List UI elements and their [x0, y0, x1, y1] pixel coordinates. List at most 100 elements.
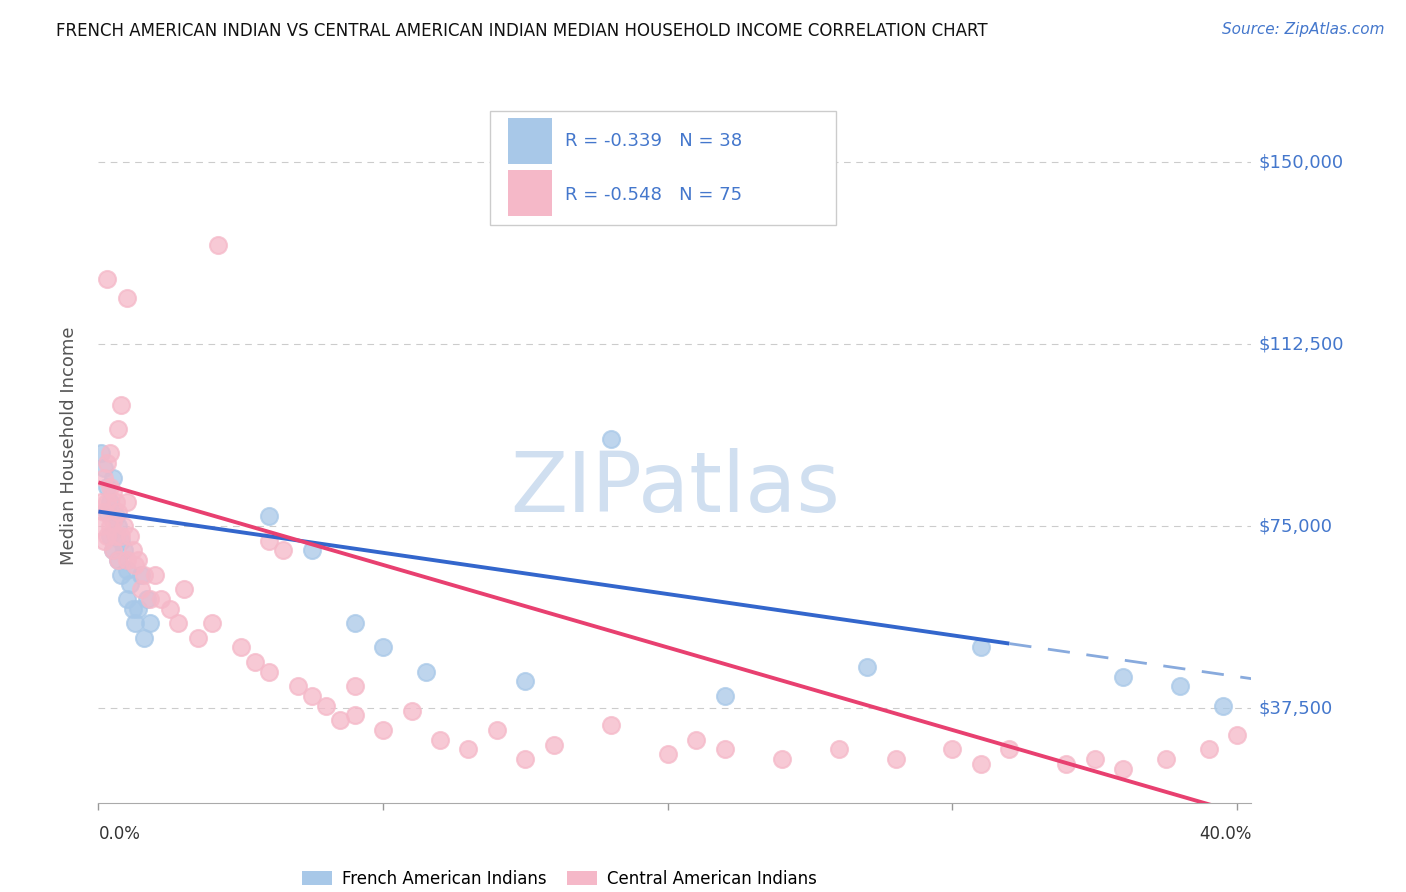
Point: [96, 456, 118, 470]
Point: [287, 679, 309, 693]
Point: [129, 567, 152, 582]
Point: [104, 529, 127, 543]
Point: [98, 529, 121, 543]
Point: [315, 698, 337, 713]
Point: [115, 591, 138, 606]
Text: 0.0%: 0.0%: [98, 825, 141, 843]
Point: [115, 495, 138, 509]
Point: [90, 446, 112, 460]
Point: [98, 495, 121, 509]
Point: [107, 553, 129, 567]
Point: [143, 567, 166, 582]
Point: [207, 237, 229, 252]
Point: [101, 543, 124, 558]
Text: FRENCH AMERICAN INDIAN VS CENTRAL AMERICAN INDIAN MEDIAN HOUSEHOLD INCOME CORREL: FRENCH AMERICAN INDIAN VS CENTRAL AMERIC…: [56, 22, 988, 40]
Point: [124, 616, 146, 631]
Point: [132, 567, 155, 582]
Point: [138, 616, 160, 631]
Point: [1168, 679, 1191, 693]
Point: [127, 601, 149, 615]
Point: [657, 747, 679, 762]
Point: [96, 529, 118, 543]
Point: [107, 553, 129, 567]
Point: [90, 495, 112, 509]
Point: [401, 704, 423, 718]
Point: [129, 582, 152, 597]
Point: [90, 519, 112, 533]
Point: [371, 723, 394, 737]
Point: [187, 631, 209, 645]
Point: [515, 674, 537, 689]
Y-axis label: Median Household Income: Median Household Income: [59, 326, 77, 566]
Point: [115, 291, 138, 305]
Point: [827, 742, 849, 756]
Point: [998, 742, 1021, 756]
Point: [515, 752, 537, 766]
Point: [685, 732, 707, 747]
Point: [104, 495, 127, 509]
Point: [110, 529, 132, 543]
Point: [110, 567, 132, 582]
Point: [257, 509, 280, 524]
Text: $75,000: $75,000: [1258, 517, 1333, 535]
Point: [98, 446, 121, 460]
Text: 40.0%: 40.0%: [1199, 825, 1251, 843]
Point: [121, 543, 143, 558]
Point: [173, 582, 195, 597]
Point: [1154, 752, 1177, 766]
Point: [713, 689, 735, 703]
Point: [941, 742, 963, 756]
Point: [770, 752, 793, 766]
FancyBboxPatch shape: [508, 118, 551, 164]
Point: [107, 422, 129, 436]
Point: [110, 398, 132, 412]
Text: R = -0.339   N = 38: R = -0.339 N = 38: [565, 132, 742, 150]
Point: [415, 665, 437, 679]
Point: [856, 660, 879, 674]
Point: [229, 640, 252, 655]
Point: [93, 470, 115, 484]
Point: [201, 616, 224, 631]
FancyBboxPatch shape: [491, 111, 837, 225]
Point: [115, 563, 138, 577]
Point: [1212, 698, 1234, 713]
Point: [167, 616, 190, 631]
Point: [112, 543, 135, 558]
Point: [485, 723, 508, 737]
Point: [93, 533, 115, 548]
Point: [429, 732, 451, 747]
Point: [115, 553, 138, 567]
Point: [93, 504, 115, 518]
Point: [118, 529, 141, 543]
Point: [93, 460, 115, 475]
Text: $150,000: $150,000: [1258, 153, 1344, 171]
Text: $37,500: $37,500: [1258, 699, 1333, 717]
Point: [101, 470, 124, 484]
FancyBboxPatch shape: [508, 169, 551, 216]
Point: [118, 577, 141, 591]
Point: [970, 756, 993, 771]
Point: [96, 495, 118, 509]
Point: [96, 504, 118, 518]
Point: [1198, 742, 1220, 756]
Point: [343, 708, 366, 723]
Point: [121, 601, 143, 615]
Point: [1112, 762, 1135, 776]
Point: [104, 529, 127, 543]
Point: [599, 432, 621, 446]
Point: [713, 742, 735, 756]
Point: [107, 504, 129, 518]
Point: [101, 543, 124, 558]
Point: [457, 742, 479, 756]
Point: [343, 616, 366, 631]
Point: [1054, 756, 1077, 771]
Point: [98, 480, 121, 494]
Point: [98, 519, 121, 533]
Point: [138, 591, 160, 606]
Point: [301, 543, 323, 558]
Point: [127, 553, 149, 567]
Point: [301, 689, 323, 703]
Point: [371, 640, 394, 655]
Point: [159, 601, 181, 615]
Legend: French American Indians, Central American Indians: French American Indians, Central America…: [295, 863, 824, 892]
